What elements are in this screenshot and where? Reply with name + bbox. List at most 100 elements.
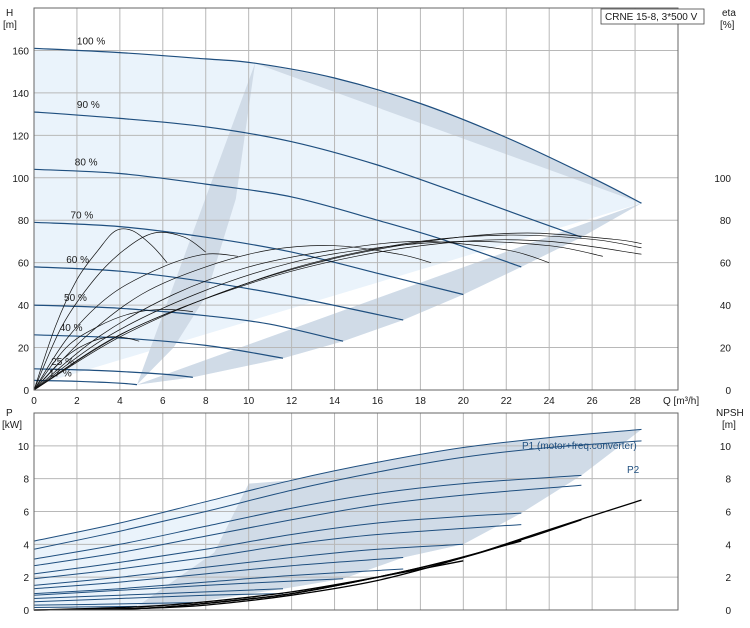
y-axis-unit-h: [m] (3, 20, 17, 31)
head-grid (34, 7, 679, 390)
head-curve (33, 47, 642, 204)
npsh-curve (33, 560, 464, 611)
eta-tick-label: 0 (725, 386, 731, 397)
eta-curve (33, 241, 550, 391)
power-frame (33, 412, 679, 611)
p-tick-label: 0 (23, 606, 29, 617)
eta-tick-label: 80 (720, 216, 732, 227)
head-curve (33, 379, 138, 386)
power-curve (33, 568, 404, 595)
q-tick-label: 4 (117, 396, 123, 407)
eta-curve (33, 239, 642, 391)
q-tick-label: 18 (415, 396, 427, 407)
power-curve (33, 605, 138, 608)
power-curve (33, 524, 522, 580)
npsh-tick-label: 0 (725, 606, 731, 617)
power-curve (33, 588, 284, 599)
head-panel: 100 % 90 % 80 % 70 % 60 % 50 % 40 % 25 %17 % 0 2… (3, 7, 736, 407)
speed-label: 70 % (70, 210, 93, 221)
q-tick-label: 28 (630, 396, 642, 407)
speed-label: 40 % (60, 323, 83, 334)
y-axis-unit-npsh: [m] (722, 420, 736, 431)
eta-tick-label: 60 (720, 259, 732, 270)
npsh-tick-label: 8 (725, 475, 731, 486)
q-tick-label: 16 (372, 396, 384, 407)
h-tick-label: 0 (23, 386, 29, 397)
p-tick-label: 10 (18, 442, 30, 453)
npsh-tick-label: 10 (720, 442, 732, 453)
speed-label: 80 % (75, 157, 98, 168)
h-tick-label: 80 (18, 216, 30, 227)
h-tick-label: 60 (18, 259, 30, 270)
power-curve (33, 474, 582, 560)
legend-p1: P1 (motor+freq.converter) (522, 441, 637, 452)
eta-curve (33, 253, 238, 391)
head-curves (33, 47, 642, 386)
power-curve (33, 557, 404, 590)
q-tick-label: 2 (74, 396, 80, 407)
head-curve (33, 111, 582, 238)
npsh-curves (33, 499, 642, 611)
p-tick-label: 8 (23, 475, 29, 486)
q-tick-label: 20 (458, 396, 470, 407)
eta-curve (33, 309, 193, 391)
npsh-curve (33, 540, 522, 611)
head-envelope-dark (137, 63, 642, 385)
legend-p2: P2 (627, 465, 640, 476)
eta-curve (33, 232, 642, 391)
power-operating-area (34, 429, 642, 610)
speed-label: 100 % (77, 36, 105, 47)
head-curve (33, 304, 344, 342)
p-tick-label: 4 (23, 540, 29, 551)
eta-curve (33, 231, 206, 391)
y-axis-unit-eta: [%] (720, 20, 735, 31)
power-tick-labels: 0 2 4 6 8 10 0 2 4 6 8 10 (18, 442, 732, 617)
h-tick-label: 100 (12, 174, 29, 185)
power-curve (33, 428, 642, 542)
power-panel: 0 2 4 6 8 10 0 2 4 6 8 10 P [kW] NPSH [m] P1 (motor… (2, 408, 744, 617)
head-frame (33, 7, 679, 391)
eta-curve (33, 245, 432, 391)
power-envelope-dark (137, 429, 642, 607)
power-curve (33, 484, 582, 567)
p-tick-label: 2 (23, 573, 29, 584)
speed-label: 60 % (66, 255, 89, 266)
speed-label: 17 % (49, 368, 72, 379)
h-tick-label: 40 (18, 301, 30, 312)
model-label: CRNE 15-8, 3*500 V (605, 12, 698, 23)
q-tick-label: 0 (31, 396, 37, 407)
q-tick-label: 6 (160, 396, 166, 407)
y-axis-label-p: P (6, 408, 13, 419)
eta-tick-label: 40 (720, 301, 732, 312)
head-curve (33, 266, 404, 321)
model-label-box (600, 8, 705, 25)
y-axis-unit-p: [kW] (2, 420, 22, 431)
eta-tick-label: 100 (714, 174, 731, 185)
npsh-tick-label: 6 (725, 508, 731, 519)
q-tick-label: 8 (203, 396, 209, 407)
power-curve (33, 512, 522, 575)
power-curve (33, 543, 464, 586)
power-curve (33, 578, 344, 596)
p-tick-label: 6 (23, 508, 29, 519)
q-tick-label: 10 (243, 396, 255, 407)
eta-curve (33, 241, 603, 391)
efficiency-curves (33, 228, 642, 391)
speed-label: 90 % (77, 100, 100, 111)
q-tick-label: 24 (544, 396, 556, 407)
q-tick-label: 14 (329, 396, 341, 407)
speed-labels: 100 % 90 % 80 % 70 % 60 % 50 % 40 % 25 %17 % (49, 36, 105, 379)
power-curve (33, 593, 284, 603)
x-axis-label-q: Q [m³/h] (663, 396, 699, 407)
speed-label: 25 % (51, 357, 74, 368)
speed-label: 50 % (64, 293, 87, 304)
npsh-tick-label: 2 (725, 573, 731, 584)
y-axis-label-h: H (6, 8, 13, 19)
head-curve (33, 221, 464, 296)
h-tick-label: 20 (18, 344, 30, 355)
h-tick-label: 160 (12, 46, 29, 57)
eta-curve (33, 336, 140, 391)
power-curves (33, 428, 642, 608)
